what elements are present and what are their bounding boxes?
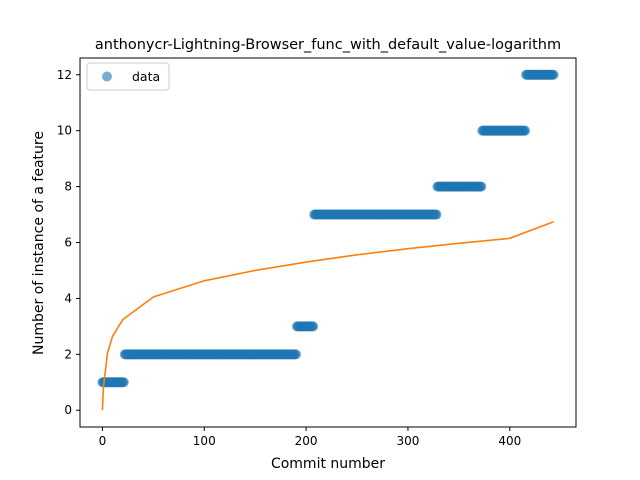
axes-frame xyxy=(79,57,577,428)
legend-marker-data xyxy=(102,71,112,82)
x-tick-label: 300 xyxy=(396,434,419,448)
y-tick-label: 10 xyxy=(57,124,72,138)
data-point xyxy=(118,377,129,388)
data-point xyxy=(476,181,487,192)
x-tick-label: 100 xyxy=(193,434,216,448)
y-tick-label: 4 xyxy=(64,291,72,305)
y-tick-label: 2 xyxy=(64,347,72,361)
y-tick-label: 6 xyxy=(64,236,72,250)
legend: data xyxy=(86,62,170,91)
x-axis-label: Commit number xyxy=(271,456,385,472)
legend-frame xyxy=(86,62,170,91)
fit-line xyxy=(101,221,554,411)
data-point xyxy=(520,125,531,136)
axes: 0 100 200 300 400 0 2 4 6 8 10 12 xyxy=(57,57,577,448)
y-tick-label: 0 xyxy=(64,403,72,417)
data-point xyxy=(431,209,442,220)
x-tick-label: 200 xyxy=(295,434,318,448)
data-point xyxy=(548,69,559,80)
x-tick-label: 0 xyxy=(99,434,107,448)
x-tick-label: 400 xyxy=(498,434,521,448)
data-point xyxy=(290,349,301,360)
y-tick-label: 12 xyxy=(57,68,72,82)
data-point xyxy=(308,321,319,332)
y-axis-label: Number of instance of a feature xyxy=(31,131,47,355)
chart-title: anthonycr-Lightning-Browser_func_with_de… xyxy=(95,37,561,53)
plot-area xyxy=(97,69,559,411)
legend-label-data: data xyxy=(132,69,160,84)
y-tick-label: 8 xyxy=(64,180,72,194)
